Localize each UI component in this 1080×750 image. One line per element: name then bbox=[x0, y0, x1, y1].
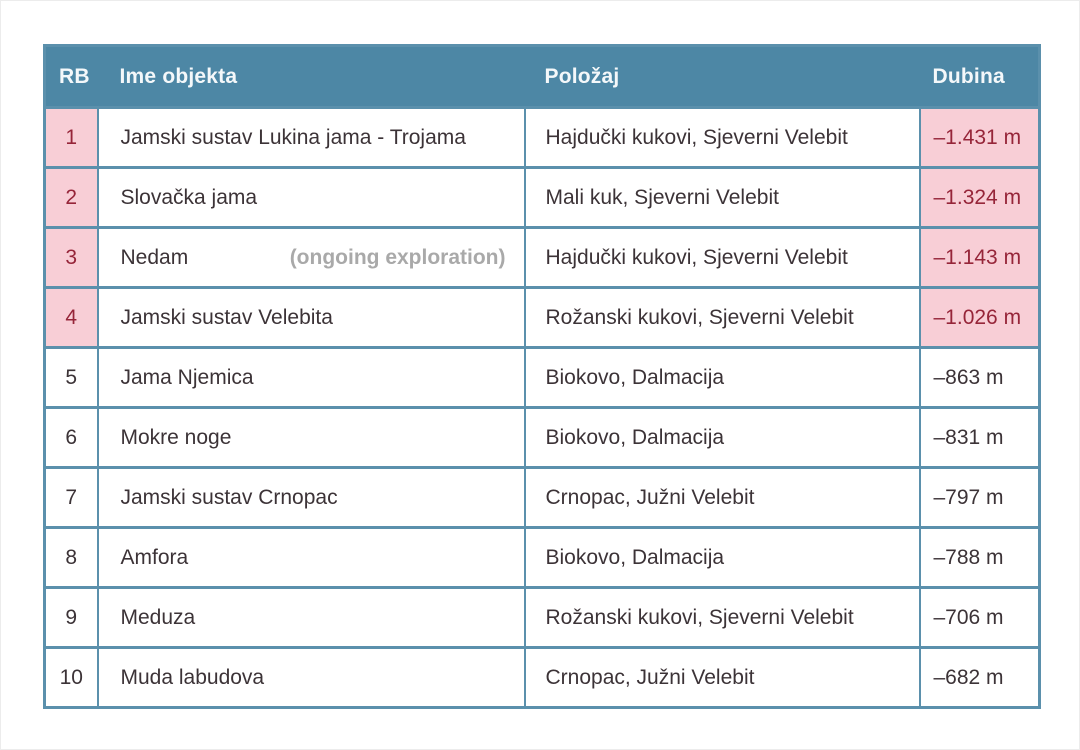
table-row: 4 Jamski sustav Velebita Rožanski kukovi… bbox=[43, 286, 1041, 349]
cave-name: Slovačka jama bbox=[120, 185, 258, 209]
location-cell: Hajdučki kukovi, Sjeverni Velebit bbox=[523, 106, 921, 169]
name-cell: Jamski sustav Crnopac bbox=[96, 466, 526, 529]
location-cell: Biokovo, Dalmacija bbox=[523, 526, 921, 589]
cave-name: Jama Njemica bbox=[120, 365, 254, 389]
exploration-note: (ongoing exploration) bbox=[289, 245, 506, 269]
header-row: RB Ime objekta Položaj Dubina bbox=[44, 45, 1040, 108]
cave-name: Jamski sustav Velebita bbox=[120, 305, 333, 329]
name-cell: Slovačka jama bbox=[96, 166, 526, 229]
cave-name: Mokre noge bbox=[120, 425, 232, 449]
cave-name: Meduza bbox=[120, 605, 196, 629]
location-cell: Crnopac, Južni Velebit bbox=[523, 646, 921, 709]
table-row: 3 Nedam (ongoing exploration) Hajdučki ku… bbox=[43, 226, 1041, 289]
depth-cell: –788 m bbox=[918, 526, 1041, 589]
table-row: 2 Slovačka jama Mali kuk, Sjeverni Veleb… bbox=[43, 166, 1041, 229]
name-cell: Amfora bbox=[96, 526, 526, 589]
depth-cell: –831 m bbox=[918, 406, 1041, 469]
table-row: 5 Jama Njemica Biokovo, Dalmacija –863 m bbox=[43, 346, 1041, 409]
depth-cell: –682 m bbox=[918, 646, 1041, 709]
location-cell: Crnopac, Južni Velebit bbox=[523, 466, 921, 529]
cave-name: Jamski sustav Crnopac bbox=[120, 485, 338, 509]
table-row: 1 Jamski sustav Lukina jama - Trojama Ha… bbox=[43, 106, 1041, 169]
table-row: 8 Amfora Biokovo, Dalmacija –788 m bbox=[43, 526, 1041, 589]
rank-cell: 6 bbox=[43, 406, 99, 469]
name-cell: Nedam (ongoing exploration) bbox=[96, 226, 526, 289]
depth-cell: –1.026 m bbox=[918, 286, 1041, 349]
rank-cell: 7 bbox=[43, 466, 99, 529]
depth-cell: –1.324 m bbox=[918, 166, 1041, 229]
cave-name: Muda labudova bbox=[120, 665, 265, 689]
depth-cell: –706 m bbox=[918, 586, 1041, 649]
column-header-name: Ime objekta bbox=[97, 45, 525, 108]
location-cell: Rožanski kukovi, Sjeverni Velebit bbox=[523, 586, 921, 649]
depth-cell: –863 m bbox=[918, 346, 1041, 409]
depth-cell: –797 m bbox=[918, 466, 1041, 529]
depth-cell: –1.431 m bbox=[918, 106, 1041, 169]
cave-name: Amfora bbox=[120, 545, 189, 569]
depth-cell: –1.143 m bbox=[918, 226, 1041, 289]
rank-cell: 4 bbox=[43, 286, 99, 349]
name-cell: Jama Njemica bbox=[96, 346, 526, 409]
column-header-depth: Dubina bbox=[919, 45, 1040, 108]
name-cell: Meduza bbox=[96, 586, 526, 649]
cave-name: Jamski sustav Lukina jama - Trojama bbox=[120, 125, 466, 149]
location-cell: Biokovo, Dalmacija bbox=[523, 346, 921, 409]
deepest-caves-table: RB Ime objekta Položaj Dubina 1 Jamski s… bbox=[43, 44, 1041, 709]
rank-cell: 2 bbox=[43, 166, 99, 229]
location-cell: Rožanski kukovi, Sjeverni Velebit bbox=[523, 286, 921, 349]
location-cell: Hajdučki kukovi, Sjeverni Velebit bbox=[523, 226, 921, 289]
table-row: 7 Jamski sustav Crnopac Crnopac, Južni V… bbox=[43, 466, 1041, 529]
cave-name: Nedam bbox=[120, 245, 189, 269]
name-cell: Jamski sustav Lukina jama - Trojama bbox=[96, 106, 526, 169]
table-row: 9 Meduza Rožanski kukovi, Sjeverni Veleb… bbox=[43, 586, 1041, 649]
rank-cell: 3 bbox=[43, 226, 99, 289]
name-cell: Muda labudova bbox=[96, 646, 526, 709]
rank-cell: 5 bbox=[43, 346, 99, 409]
name-cell: Jamski sustav Velebita bbox=[96, 286, 526, 349]
column-header-rb: RB bbox=[44, 45, 98, 108]
location-cell: Mali kuk, Sjeverni Velebit bbox=[523, 166, 921, 229]
table-row: 10 Muda labudova Crnopac, Južni Velebit … bbox=[43, 646, 1041, 709]
name-cell: Mokre noge bbox=[96, 406, 526, 469]
rank-cell: 8 bbox=[43, 526, 99, 589]
rank-cell: 9 bbox=[43, 586, 99, 649]
rank-cell: 1 bbox=[43, 106, 99, 169]
table-row: 6 Mokre noge Biokovo, Dalmacija –831 m bbox=[43, 406, 1041, 469]
rank-cell: 10 bbox=[43, 646, 99, 709]
location-cell: Biokovo, Dalmacija bbox=[523, 406, 921, 469]
column-header-location: Položaj bbox=[524, 45, 920, 108]
